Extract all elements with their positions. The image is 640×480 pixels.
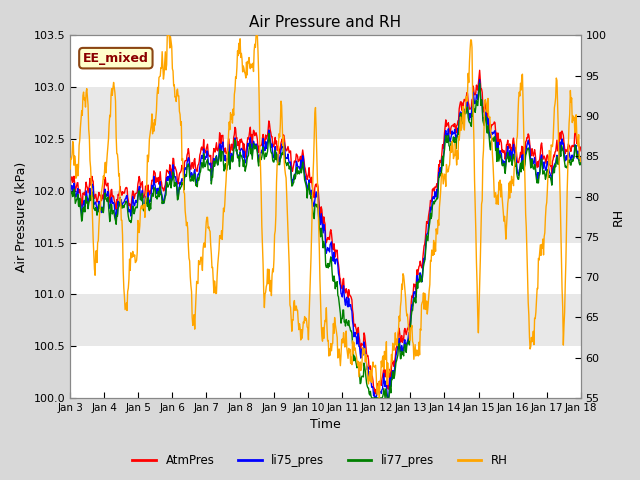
Bar xyxy=(70,294,580,346)
Bar xyxy=(70,36,580,87)
Bar xyxy=(70,242,580,294)
Y-axis label: Air Pressure (kPa): Air Pressure (kPa) xyxy=(15,162,28,272)
Bar xyxy=(70,139,580,191)
Bar xyxy=(70,191,580,242)
Title: Air Pressure and RH: Air Pressure and RH xyxy=(250,15,401,30)
X-axis label: Time: Time xyxy=(310,419,340,432)
Bar xyxy=(70,87,580,139)
Y-axis label: RH: RH xyxy=(612,207,625,226)
Legend: AtmPres, li75_pres, li77_pres, RH: AtmPres, li75_pres, li77_pres, RH xyxy=(128,449,512,472)
Bar xyxy=(70,346,580,398)
Text: EE_mixed: EE_mixed xyxy=(83,52,149,65)
